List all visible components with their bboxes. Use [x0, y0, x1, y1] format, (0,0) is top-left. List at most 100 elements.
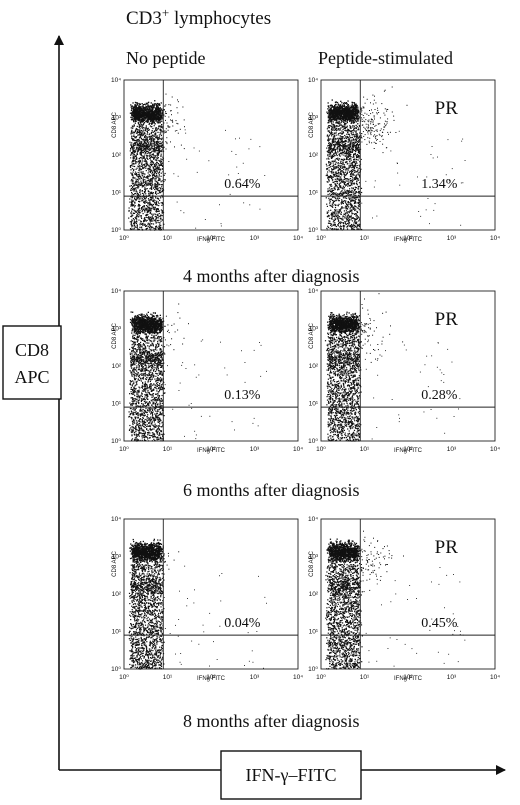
y-tick-label: 10² [309, 363, 319, 370]
row-label-6-months: 6 months after diagnosis [183, 480, 359, 500]
y-tick-label: 10³ [112, 115, 122, 122]
gated-percent-label: 1.34% [421, 177, 458, 192]
panel-y-title: CD8 APC [112, 551, 118, 577]
gated-percent-label: 0.04% [224, 616, 261, 631]
x-tick-label: 10⁰ [316, 674, 326, 681]
x-tick-label: 10² [403, 446, 413, 453]
plot-frame [320, 518, 496, 670]
panel-x-title: IFNg FITC [394, 237, 423, 243]
x-tick-label: 10² [403, 674, 413, 681]
x-tick-label: 10² [206, 446, 216, 453]
y-tick-label: 10¹ [309, 401, 319, 408]
x-tick-label: 10⁴ [490, 446, 500, 453]
x-tick-label: 10³ [250, 446, 260, 453]
x-tick-label: 10⁰ [119, 674, 129, 681]
y-tick-label: 10⁴ [111, 516, 121, 523]
x-tick-label: 10³ [250, 235, 260, 242]
panel-x-title: IFNg FITC [394, 676, 423, 682]
x-tick-label: 10³ [447, 446, 457, 453]
y-tick-label: 10³ [309, 115, 319, 122]
y-tick-label: 10¹ [112, 629, 122, 636]
event-dots [128, 538, 267, 670]
y-axis-label-line2: APC [14, 367, 49, 387]
x-tick-label: 10⁴ [293, 235, 303, 242]
y-tick-label: 10² [112, 363, 122, 370]
row-label-8-months: 8 months after diagnosis [183, 711, 359, 731]
event-dots [128, 303, 267, 442]
x-tick-label: 10² [206, 235, 216, 242]
row-label-4-months: 4 months after diagnosis [183, 266, 359, 286]
y-tick-label: 10⁴ [111, 288, 121, 295]
x-tick-label: 10³ [447, 674, 457, 681]
panel-y-title: CD8 APC [309, 323, 315, 349]
y-tick-label: 10³ [309, 326, 319, 333]
x-tick-label: 10⁰ [316, 235, 326, 242]
x-tick-label: 10¹ [163, 674, 173, 681]
x-tick-label: 10⁰ [316, 446, 326, 453]
panel-y-title: CD8 APC [309, 551, 315, 577]
y-tick-label: 10⁰ [308, 227, 318, 234]
event-dots [324, 293, 461, 442]
event-dots [128, 93, 266, 231]
gated-percent-label: 0.64% [224, 177, 261, 192]
x-axis-label: IFN-γ–FITC [246, 765, 337, 785]
x-tick-label: 10³ [447, 235, 457, 242]
y-tick-label: 10⁴ [111, 77, 121, 84]
gated-percent-label: 0.45% [421, 616, 458, 631]
event-dots [325, 86, 466, 231]
y-tick-label: 10² [112, 152, 122, 159]
pr-tag: PR [435, 309, 459, 330]
x-tick-label: 10⁴ [490, 235, 500, 242]
x-tick-label: 10⁴ [490, 674, 500, 681]
y-tick-label: 10³ [112, 554, 122, 561]
column-label-stimulated: Peptide-stimulated [318, 48, 453, 68]
column-label-no-peptide: No peptide [126, 48, 205, 68]
x-tick-label: 10⁴ [293, 674, 303, 681]
y-tick-label: 10¹ [309, 629, 319, 636]
x-tick-label: 10³ [250, 674, 260, 681]
y-tick-label: 10⁴ [308, 288, 318, 295]
panel-x-title: IFNg FITC [197, 676, 226, 682]
y-tick-label: 10¹ [112, 190, 122, 197]
x-tick-label: 10¹ [360, 674, 370, 681]
y-tick-label: 10² [309, 152, 319, 159]
y-tick-label: 10³ [112, 326, 122, 333]
panel-y-title: CD8 APC [309, 112, 315, 138]
event-dots [325, 530, 466, 670]
gated-percent-label: 0.13% [224, 388, 261, 403]
y-tick-label: 10³ [309, 554, 319, 561]
y-tick-label: 10⁰ [111, 227, 121, 234]
x-tick-label: 10² [206, 674, 216, 681]
y-tick-label: 10⁰ [308, 438, 318, 445]
y-tick-label: 10⁰ [308, 666, 318, 673]
panel-y-title: CD8 APC [112, 323, 118, 349]
figure-title: CD3+ lymphocytes [126, 5, 271, 29]
y-tick-label: 10¹ [112, 401, 122, 408]
x-axis-label-box [220, 750, 362, 800]
x-tick-label: 10¹ [163, 446, 173, 453]
x-tick-label: 10⁰ [119, 235, 129, 242]
pr-tag: PR [435, 98, 459, 119]
x-tick-label: 10⁴ [293, 446, 303, 453]
x-tick-label: 10¹ [360, 235, 370, 242]
y-axis-label-box [2, 325, 62, 400]
plot-frame [123, 518, 299, 670]
y-tick-label: 10⁰ [111, 666, 121, 673]
panel-x-title: IFNg FITC [394, 448, 423, 454]
y-tick-label: 10² [112, 591, 122, 598]
panel-x-title: IFNg FITC [197, 448, 226, 454]
y-tick-label: 10⁴ [308, 516, 318, 523]
y-tick-label: 10² [309, 591, 319, 598]
y-tick-label: 10¹ [309, 190, 319, 197]
gated-percent-label: 0.28% [421, 388, 458, 403]
x-tick-label: 10¹ [163, 235, 173, 242]
panel-y-title: CD8 APC [112, 112, 118, 138]
panel-x-title: IFNg FITC [197, 237, 226, 243]
y-axis-label-line1: CD8 [15, 340, 49, 360]
